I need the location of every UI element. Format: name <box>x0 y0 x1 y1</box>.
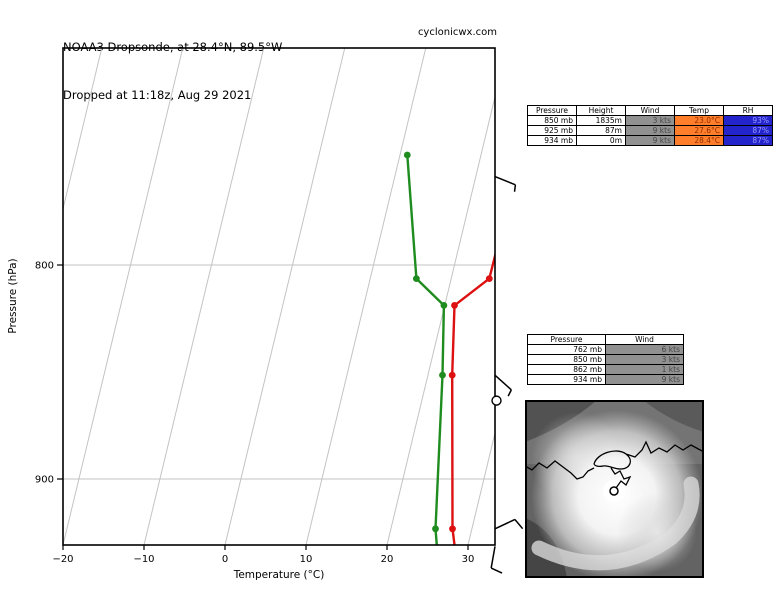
barb-staff <box>490 546 496 569</box>
page-title: NOAA3 Dropsonde, at 28.4°N, 89.5°W Dropp… <box>63 7 282 135</box>
x-tick-label: 10 <box>300 554 313 565</box>
table-cell: 3 kts <box>625 115 675 126</box>
y-tick-label: 800 <box>35 261 54 272</box>
table-cell: 93% <box>723 115 773 126</box>
table-cell: 28.4°C <box>674 135 724 146</box>
grid-layer <box>63 48 495 545</box>
x-tick-label: 0 <box>222 554 228 565</box>
isotherm-gridline <box>305 48 427 545</box>
isotherm-gridline <box>467 430 495 545</box>
dropsonde-location-marker <box>609 486 619 496</box>
table-cell: 9 kts <box>605 374 684 385</box>
calm-wind-circle-icon <box>491 395 502 406</box>
series-layer <box>403 151 495 545</box>
table-cell: 3 kts <box>605 354 684 365</box>
dewpoint-marker <box>439 371 446 379</box>
table-cell: 862 mb <box>527 364 606 375</box>
cloud-blob <box>617 492 697 572</box>
dewpoint-marker <box>432 525 439 533</box>
wind-barb-icon <box>494 175 517 192</box>
title-line-2: Dropped at 11:18z, Aug 29 2021 <box>63 88 252 102</box>
watermark: cyclonicwx.com <box>417 27 497 38</box>
x-tick-label: 20 <box>381 554 394 565</box>
barb-staff <box>494 175 516 186</box>
wind-levels-table: Pressure Wind 762 mb 6 kts 850 mb 3 kts 862 mb… <box>527 334 684 385</box>
table-cell: 23.0°C <box>674 115 724 126</box>
table-row: 925 mb 87m 9 kts 27.6°C 87% <box>527 125 773 136</box>
barb-staff <box>494 374 512 391</box>
table-cell: 1 kts <box>605 364 684 375</box>
coastline <box>525 440 704 489</box>
wind-barb-icon <box>494 374 513 397</box>
tick-layer: −20 −10 0 10 20 30 800 900 <box>35 261 474 566</box>
dewpoint-marker <box>440 302 448 309</box>
barb-feather <box>513 184 517 192</box>
table-cell: 934 mb <box>527 374 606 385</box>
table-cell: 850 mb <box>527 354 606 365</box>
barb-feather <box>507 389 513 397</box>
table-cell: 762 mb <box>527 344 606 355</box>
y-axis-label: Pressure (hPa) <box>7 258 19 333</box>
isotherm-gridline <box>143 48 265 545</box>
plot-border <box>62 47 496 546</box>
isotherm-gridline <box>224 48 346 545</box>
table-cell: 87% <box>723 135 773 146</box>
temperature-marker <box>449 525 456 533</box>
table-header-cell: Pressure <box>527 334 606 345</box>
table-header-cell: Height <box>576 105 626 116</box>
table-header-cell: Wind <box>625 105 675 116</box>
table-cell: 934 mb <box>527 135 577 146</box>
table-cell: 925 mb <box>527 125 577 136</box>
table-row: 850 mb 1835m 3 kts 23.0°C 93% <box>527 115 773 126</box>
barb-feather <box>514 519 524 530</box>
table-cell: 27.6°C <box>674 125 724 136</box>
table-header-cell: Temp <box>674 105 724 116</box>
dewpoint-marker <box>413 275 420 282</box>
x-tick-label: −20 <box>52 554 73 565</box>
satellite-image <box>525 400 704 578</box>
table-row: 762 mb 6 kts <box>527 344 684 355</box>
table-header-row: Pressure Wind <box>527 334 684 345</box>
title-line-1: NOAA3 Dropsonde, at 28.4°N, 89.5°W <box>63 40 283 54</box>
x-tick-label: 30 <box>462 554 475 565</box>
table-cell: 9 kts <box>625 135 675 146</box>
temperature-marker <box>451 302 458 309</box>
sounding-levels-table: Pressure Height Wind Temp RH 850 mb 1835m 3 kts… <box>527 105 773 146</box>
table-row: 862 mb 1 kts <box>527 364 684 375</box>
table-cell: 1835m <box>576 115 626 126</box>
wind-barb-layer <box>490 175 524 574</box>
dark-cloud-patch <box>643 400 704 432</box>
wind-barb-icon <box>490 546 503 574</box>
x-axis-label: Temperature (°C) <box>233 569 325 581</box>
dewpoint-line <box>406 154 446 545</box>
isotherm-gridline <box>63 48 103 212</box>
satellite-frame <box>525 400 704 578</box>
table-header-row: Pressure Height Wind Temp RH <box>527 105 773 116</box>
barb-feather <box>490 567 503 574</box>
table-row: 934 mb 0m 9 kts 28.4°C 87% <box>527 135 773 146</box>
temperature-line <box>451 251 495 545</box>
isotherm-gridline <box>386 94 495 545</box>
table-cell: 87% <box>723 125 773 136</box>
x-tick-label: −10 <box>133 554 154 565</box>
table-row: 934 mb 9 kts <box>527 374 684 385</box>
wind-barb-icon <box>494 518 524 530</box>
temperature-marker <box>448 371 456 379</box>
table-cell: 850 mb <box>527 115 577 126</box>
dewpoint-marker <box>403 151 411 159</box>
barb-staff <box>494 518 516 530</box>
table-cell: 87m <box>576 125 626 136</box>
y-tick-label: 900 <box>35 475 54 486</box>
table-cell: 0m <box>576 135 626 146</box>
table-cell: 9 kts <box>625 125 675 136</box>
table-header-cell: RH <box>723 105 773 116</box>
temperature-marker <box>485 275 493 282</box>
table-header-cell: Wind <box>605 334 684 345</box>
isotherm-gridline <box>63 48 184 545</box>
table-header-cell: Pressure <box>527 105 577 116</box>
table-row: 850 mb 3 kts <box>527 354 684 365</box>
table-cell: 6 kts <box>605 344 684 355</box>
